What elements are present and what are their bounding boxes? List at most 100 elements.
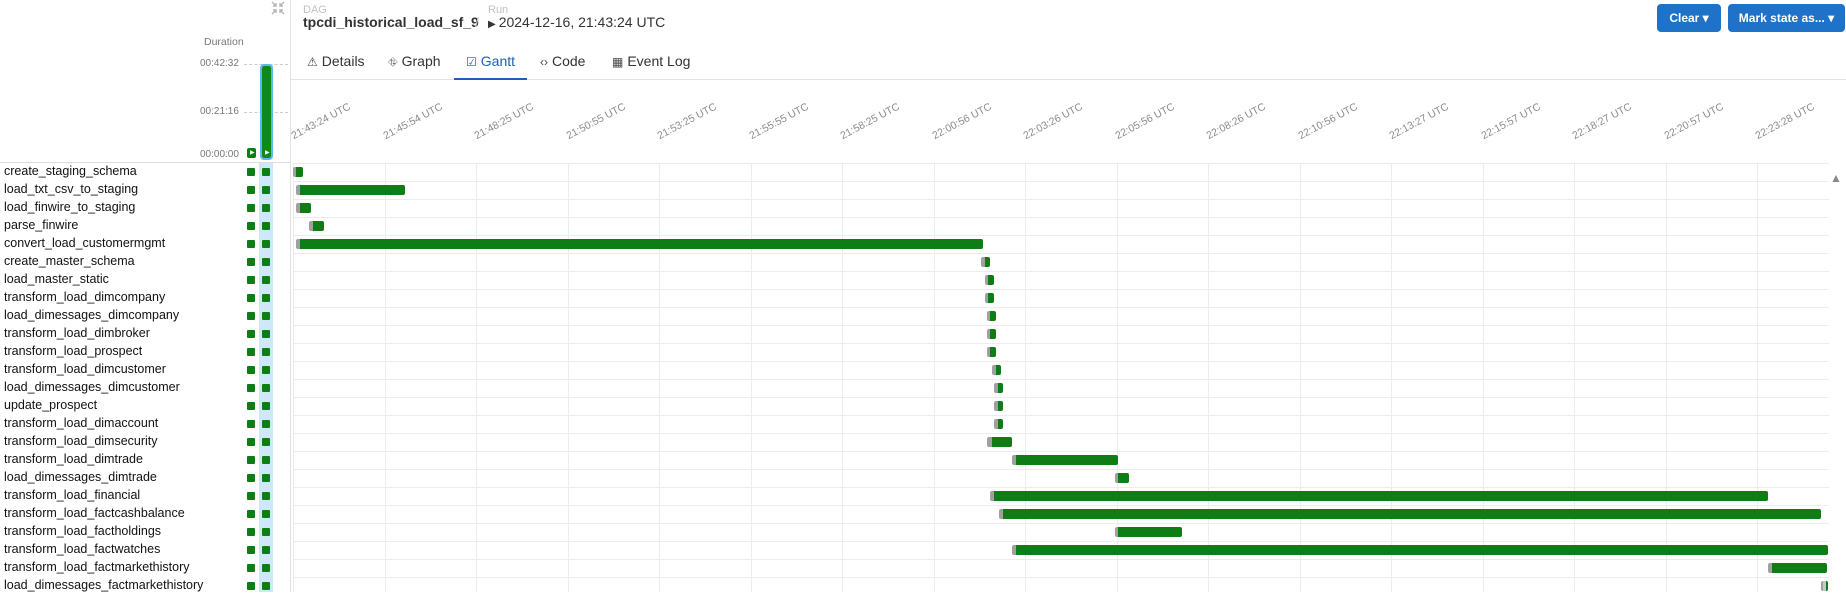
task-instance-status[interactable]: [247, 168, 255, 176]
task-name[interactable]: transform_load_dimcustomer: [4, 362, 166, 376]
task-row[interactable]: update_prospect: [0, 397, 290, 415]
task-instance-status[interactable]: [247, 456, 255, 464]
task-name[interactable]: convert_load_customermgmt: [4, 236, 166, 250]
task-instance-status[interactable]: [262, 294, 270, 302]
task-instance-status[interactable]: [262, 546, 270, 554]
task-row[interactable]: transform_load_financial: [0, 487, 290, 505]
task-instance-status[interactable]: [247, 402, 255, 410]
scroll-up-icon[interactable]: ▲: [1830, 171, 1842, 185]
task-instance-status[interactable]: [262, 456, 270, 464]
task-row[interactable]: transform_load_factmarkethistory: [0, 559, 290, 577]
task-instance-status[interactable]: [262, 186, 270, 194]
task-instance-status[interactable]: [247, 186, 255, 194]
task-instance-status[interactable]: [247, 258, 255, 266]
task-name[interactable]: transform_load_dimtrade: [4, 452, 143, 466]
gantt-task-bar[interactable]: [986, 311, 996, 321]
task-instance-status[interactable]: [262, 204, 270, 212]
gantt-task-bar[interactable]: [295, 203, 312, 213]
gantt-task-bar[interactable]: [993, 383, 1004, 393]
task-instance-status[interactable]: [247, 276, 255, 284]
task-instance-status[interactable]: [262, 510, 270, 518]
task-name[interactable]: load_dimessages_dimcompany: [4, 308, 180, 322]
gantt-task-bar[interactable]: [999, 509, 1822, 519]
gantt-task-bar[interactable]: [1114, 473, 1130, 483]
task-instance-status[interactable]: [247, 294, 255, 302]
task-row[interactable]: create_master_schema: [0, 253, 290, 271]
run-id-link[interactable]: ▶ 2024-12-16, 21:43:24 UTC: [488, 14, 665, 30]
panel-divider[interactable]: [290, 0, 291, 592]
gantt-task-bar[interactable]: [1821, 581, 1829, 591]
task-name[interactable]: load_finwire_to_staging: [4, 200, 136, 214]
task-instance-status[interactable]: [247, 438, 255, 446]
gantt-task-bar[interactable]: [984, 275, 994, 285]
task-name[interactable]: parse_finwire: [4, 218, 79, 232]
gantt-task-bar[interactable]: [1012, 545, 1829, 555]
task-instance-status[interactable]: [262, 402, 270, 410]
task-name[interactable]: create_master_schema: [4, 254, 135, 268]
gantt-task-bar[interactable]: [990, 491, 1768, 501]
gantt-task-bar[interactable]: [1767, 563, 1827, 573]
task-instance-status[interactable]: [262, 528, 270, 536]
task-instance-status[interactable]: [247, 384, 255, 392]
gantt-task-bar[interactable]: [986, 329, 996, 339]
task-instance-status[interactable]: [247, 312, 255, 320]
task-name[interactable]: load_master_static: [4, 272, 109, 286]
task-name[interactable]: transform_load_dimsecurity: [4, 434, 158, 448]
task-row[interactable]: convert_load_customermgmt: [0, 235, 290, 253]
task-name[interactable]: update_prospect: [4, 398, 98, 412]
tab-code[interactable]: ‹› Code: [540, 43, 585, 79]
task-instance-status[interactable]: [247, 330, 255, 338]
gantt-scrollbar[interactable]: [1829, 163, 1846, 592]
task-row[interactable]: transform_load_dimcompany: [0, 289, 290, 307]
task-row[interactable]: transform_load_factholdings: [0, 523, 290, 541]
task-instance-status[interactable]: [247, 420, 255, 428]
task-instance-status[interactable]: [262, 222, 270, 230]
task-instance-status[interactable]: [262, 564, 270, 572]
task-name[interactable]: transform_load_financial: [4, 488, 141, 502]
clear-button[interactable]: Clear ▾: [1657, 4, 1721, 32]
task-row[interactable]: transform_load_dimsecurity: [0, 433, 290, 451]
gantt-task-bar[interactable]: [309, 221, 325, 231]
task-name[interactable]: create_staging_schema: [4, 164, 137, 178]
task-row[interactable]: transform_load_dimaccount: [0, 415, 290, 433]
task-row[interactable]: transform_load_dimcustomer: [0, 361, 290, 379]
task-instance-status[interactable]: [247, 492, 255, 500]
task-instance-status[interactable]: [262, 312, 270, 320]
task-instance-status[interactable]: [247, 474, 255, 482]
task-row[interactable]: transform_load_factwatches: [0, 541, 290, 559]
gantt-task-bar[interactable]: [984, 293, 994, 303]
tab-event-log[interactable]: ▦ Event Log: [612, 43, 690, 79]
task-row[interactable]: create_staging_schema: [0, 163, 290, 181]
task-name[interactable]: transform_load_prospect: [4, 344, 143, 358]
task-name[interactable]: transform_load_factmarkethistory: [4, 560, 190, 574]
task-row[interactable]: load_dimessages_dimcustomer: [0, 379, 290, 397]
tab-gantt[interactable]: ☑ Gantt: [454, 43, 528, 80]
task-instance-status[interactable]: [262, 582, 270, 590]
task-name[interactable]: transform_load_dimbroker: [4, 326, 150, 340]
task-name[interactable]: transform_load_factholdings: [4, 524, 162, 538]
task-name[interactable]: transform_load_dimcompany: [4, 290, 166, 304]
task-name[interactable]: load_dimessages_dimtrade: [4, 470, 157, 484]
task-instance-status[interactable]: [262, 366, 270, 374]
task-row[interactable]: load_finwire_to_staging: [0, 199, 290, 217]
task-instance-status[interactable]: [247, 510, 255, 518]
task-row[interactable]: load_master_static: [0, 271, 290, 289]
task-instance-status[interactable]: [247, 222, 255, 230]
dag-id-link[interactable]: tpcdi_historical_load_sf_9: [303, 14, 479, 30]
task-instance-status[interactable]: [247, 546, 255, 554]
task-instance-status[interactable]: [247, 564, 255, 572]
task-row[interactable]: transform_load_dimbroker: [0, 325, 290, 343]
task-instance-status[interactable]: [262, 384, 270, 392]
task-name[interactable]: load_dimessages_factmarkethistory: [4, 578, 204, 592]
mark-state-button[interactable]: Mark state as... ▾: [1728, 4, 1845, 32]
gantt-task-bar[interactable]: [992, 365, 1002, 375]
task-instance-status[interactable]: [247, 348, 255, 356]
gantt-task-bar[interactable]: [993, 401, 1004, 411]
task-row[interactable]: transform_load_dimtrade: [0, 451, 290, 469]
task-row[interactable]: transform_load_prospect: [0, 343, 290, 361]
run-duration-bar-selected[interactable]: [260, 64, 273, 160]
task-row[interactable]: load_dimessages_dimtrade: [0, 469, 290, 487]
task-instance-status[interactable]: [247, 582, 255, 590]
task-instance-status[interactable]: [247, 366, 255, 374]
gantt-task-bar[interactable]: [981, 257, 991, 267]
